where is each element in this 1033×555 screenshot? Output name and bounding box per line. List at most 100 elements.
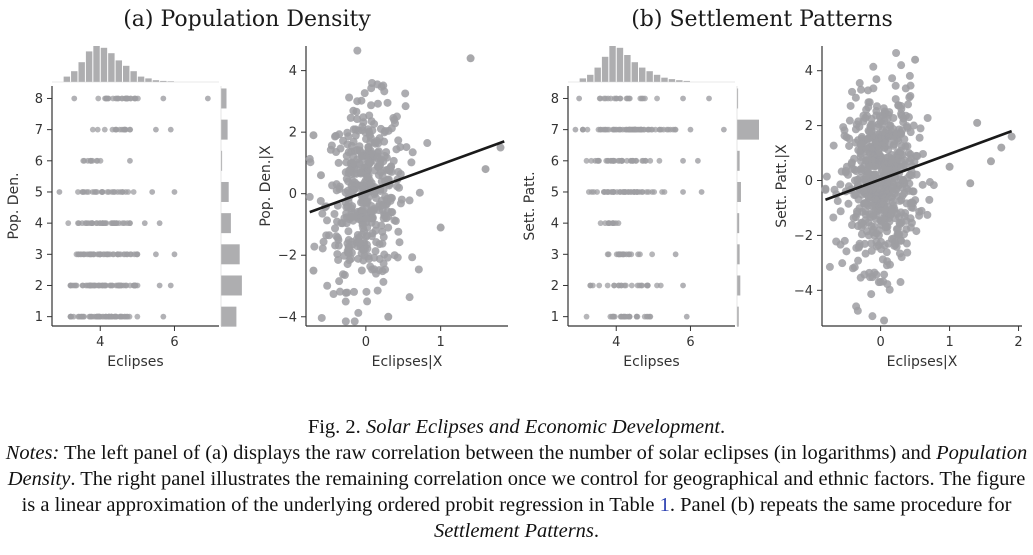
data-point: [481, 165, 490, 174]
data-point: [647, 157, 654, 164]
data-point: [923, 210, 932, 219]
data-point: [97, 251, 104, 258]
data-point: [374, 171, 383, 180]
caption-table-ref[interactable]: 1: [659, 494, 670, 516]
data-point: [358, 205, 367, 214]
data-point: [354, 308, 363, 317]
data-point: [167, 282, 174, 289]
data-point: [868, 120, 877, 129]
data-point: [602, 220, 609, 227]
data-point: [874, 122, 883, 131]
data-point: [160, 95, 167, 102]
data-point: [892, 242, 901, 251]
data-point: [414, 265, 423, 274]
y-tick-label: 8: [35, 92, 43, 107]
data-point: [672, 251, 679, 258]
data-point: [346, 113, 355, 122]
y-tick-label: 0: [289, 187, 297, 202]
data-point: [667, 126, 674, 133]
data-point: [371, 139, 380, 148]
data-point: [869, 225, 878, 234]
data-point: [868, 312, 877, 321]
data-point: [316, 196, 325, 205]
data-point: [395, 238, 404, 247]
marginal-x-bar: [661, 77, 668, 82]
data-point: [836, 180, 845, 189]
data-point: [878, 255, 887, 264]
data-point: [891, 95, 900, 104]
y-tick-label: 2: [35, 279, 43, 294]
data-point: [119, 313, 125, 320]
x-axis-label: Eclipses|X: [372, 354, 443, 370]
data-point: [127, 220, 133, 227]
marginal-y-bar: [737, 150, 740, 171]
y-tick-label: 5: [35, 185, 43, 200]
data-point: [342, 151, 351, 160]
marginal-x-bar: [587, 74, 594, 82]
data-point: [76, 313, 83, 320]
data-point: [848, 264, 857, 273]
data-point: [354, 158, 363, 167]
data-point: [878, 214, 887, 223]
data-point: [153, 126, 159, 133]
data-point: [622, 189, 629, 195]
x-tick-label: 6: [686, 335, 694, 350]
data-point: [352, 107, 361, 116]
data-point: [108, 313, 114, 320]
data-point: [864, 201, 873, 210]
marginal-x-bar: [624, 55, 631, 82]
data-point: [317, 313, 326, 322]
data-point: [680, 282, 686, 289]
data-point: [349, 137, 358, 146]
caption-seg1: The left panel of (a) displays the raw c…: [59, 442, 937, 464]
y-tick-label: 1: [35, 310, 43, 325]
marginal-x-bar: [63, 76, 71, 82]
data-point: [101, 220, 108, 227]
data-point: [383, 98, 392, 107]
data-point: [908, 199, 917, 208]
data-point: [897, 109, 906, 118]
data-point: [75, 189, 81, 195]
data-point: [204, 95, 211, 102]
data-point: [904, 100, 913, 109]
data-point: [344, 227, 353, 236]
marginal-x-bar: [653, 74, 661, 82]
data-point: [604, 126, 611, 133]
data-point: [89, 282, 95, 289]
data-point: [887, 235, 896, 244]
marginal-x-bar: [71, 71, 78, 82]
data-point: [680, 157, 686, 164]
x-axis-label: Eclipses|X: [887, 354, 958, 370]
data-point: [642, 95, 648, 102]
data-point: [397, 195, 406, 204]
data-point: [880, 159, 889, 168]
data-point: [94, 126, 101, 133]
data-point: [878, 190, 887, 199]
data-point: [602, 189, 608, 195]
data-point: [114, 251, 121, 258]
data-point: [318, 244, 327, 253]
data-point: [117, 189, 124, 195]
data-point: [334, 255, 343, 264]
data-point: [378, 267, 387, 276]
data-point: [634, 189, 640, 195]
y-tick-label: 3: [35, 248, 43, 263]
data-point: [884, 130, 893, 139]
data-point: [833, 197, 842, 206]
data-point: [870, 268, 879, 277]
chart-pop-density-raw: 4 6 1 2 3 4 5 6 7 8 Eclipses Pop. Den.: [6, 46, 242, 370]
data-point: [880, 270, 889, 279]
data-point: [345, 166, 354, 175]
data-point: [131, 95, 138, 102]
data-point: [912, 151, 921, 160]
marginal-y-bar: [221, 88, 227, 109]
fit-line: [309, 140, 505, 214]
data-point: [83, 189, 90, 195]
marginal-x-bar: [601, 56, 609, 82]
data-point: [122, 251, 128, 258]
data-point: [872, 237, 881, 246]
data-point: [872, 75, 881, 84]
data-point: [649, 126, 656, 133]
marginal-y-bar: [221, 306, 237, 327]
data-point: [915, 133, 924, 142]
